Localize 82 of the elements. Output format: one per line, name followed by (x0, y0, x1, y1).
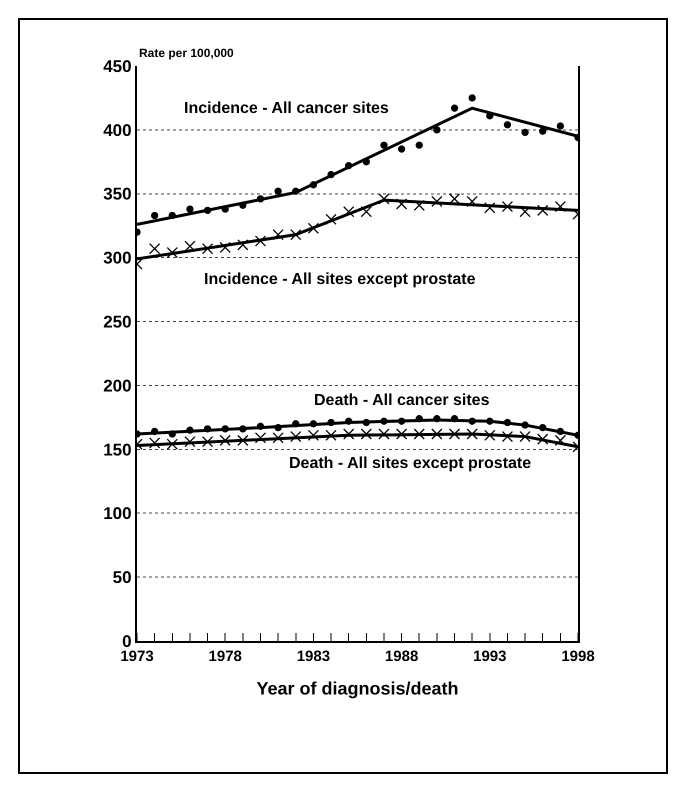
point (272, 432, 284, 444)
point (431, 196, 443, 208)
point (519, 206, 531, 218)
point (398, 145, 406, 153)
point (166, 246, 178, 258)
y-tick-label: 450 (103, 56, 132, 76)
point (308, 222, 320, 234)
x-tick-label: 1993 (473, 648, 506, 665)
annotation: Death - All sites except prostate (289, 455, 532, 472)
point (396, 428, 408, 440)
y-axis-title: Rate per 100,000 (139, 46, 234, 60)
point (202, 436, 214, 448)
point (466, 196, 478, 208)
point (431, 428, 443, 440)
point (414, 200, 425, 211)
point (325, 430, 337, 441)
point (150, 212, 158, 220)
x-tick-label: 1998 (561, 648, 595, 665)
point (380, 142, 388, 149)
point (502, 430, 514, 442)
point (237, 434, 248, 446)
point (378, 193, 390, 205)
annotation: Incidence - All sites except prostate (204, 271, 476, 288)
point (554, 200, 566, 212)
y-tick-label: 350 (103, 184, 132, 204)
point (484, 202, 496, 214)
point (539, 128, 546, 135)
point (416, 142, 423, 149)
y-tick-label: 150 (103, 440, 132, 460)
point (360, 206, 372, 218)
point (237, 239, 248, 251)
point (502, 200, 514, 212)
y-tick-label: 200 (103, 376, 132, 396)
point (450, 104, 458, 112)
y-tick-label: 250 (103, 312, 132, 332)
point (166, 438, 178, 450)
x-tick-label: 1973 (120, 648, 154, 665)
y-tick-label: 300 (103, 248, 132, 268)
point (414, 428, 425, 440)
point (433, 126, 441, 134)
point (186, 205, 194, 213)
point (272, 229, 284, 240)
x-tick-label: 1988 (384, 648, 418, 665)
point (290, 229, 302, 240)
point (521, 128, 529, 136)
point (519, 430, 531, 442)
point (537, 433, 548, 445)
point (184, 240, 196, 252)
point (343, 428, 354, 440)
y-tick-label: 50 (112, 568, 132, 588)
point (148, 437, 160, 449)
point (148, 243, 160, 254)
point (343, 206, 354, 218)
point (504, 121, 512, 128)
x-axis-title: Year of diagnosis/death (256, 678, 459, 699)
point (202, 243, 214, 254)
y-tick-label: 0 (122, 632, 132, 651)
y-tick-label: 400 (103, 120, 132, 140)
point (254, 235, 266, 247)
annotation: Incidence - All cancer sites (184, 100, 389, 117)
point (360, 428, 372, 440)
point (537, 204, 548, 216)
point (554, 434, 566, 446)
y-tick-label: 100 (103, 504, 132, 524)
x-tick-label: 1978 (208, 648, 242, 665)
point (556, 122, 564, 130)
point (290, 430, 302, 442)
point (220, 242, 231, 254)
point (325, 214, 337, 225)
point (378, 428, 390, 440)
point (468, 94, 476, 102)
annotation: Death - All cancer sites (314, 392, 490, 409)
point (220, 434, 231, 446)
point (484, 430, 496, 441)
point (396, 198, 408, 210)
point (308, 430, 320, 441)
point (448, 428, 460, 440)
x-tick-label: 1983 (296, 648, 330, 665)
point (254, 432, 266, 444)
point (274, 188, 282, 195)
point (184, 436, 196, 448)
point (466, 428, 478, 440)
